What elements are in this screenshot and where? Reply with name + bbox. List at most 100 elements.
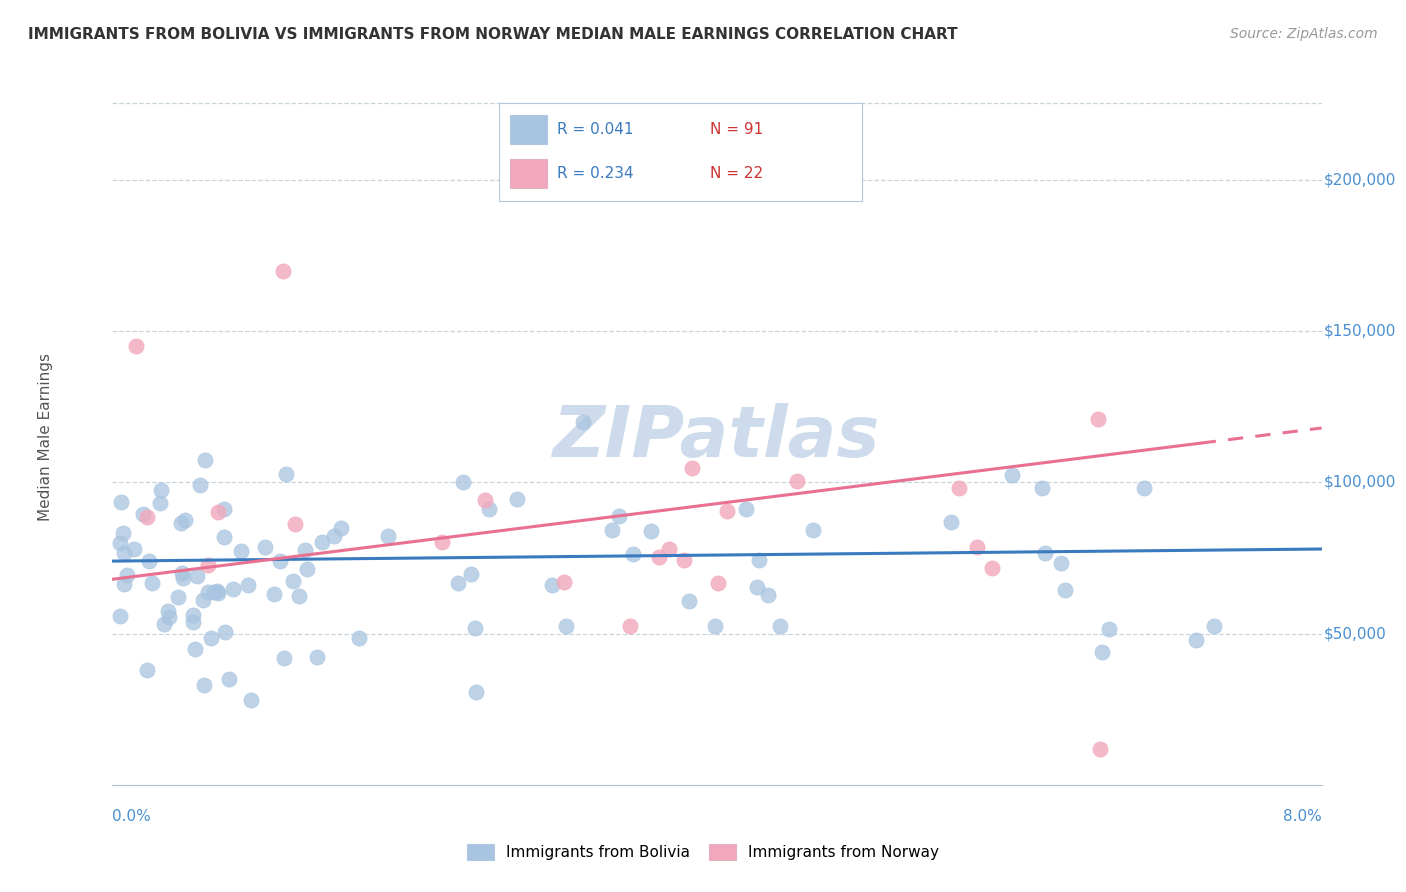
- Point: [186, 569, 208, 583]
- Point: [194, 452, 217, 467]
- Point: [131, 507, 153, 521]
- Point: [678, 594, 700, 608]
- Point: [149, 496, 172, 510]
- Point: [460, 566, 482, 581]
- Point: [748, 553, 770, 567]
- Point: [157, 604, 180, 618]
- Point: [322, 529, 344, 543]
- Point: [647, 549, 669, 564]
- Point: [453, 475, 475, 489]
- Text: 0.0%: 0.0%: [112, 809, 152, 823]
- Text: Source: ZipAtlas.com: Source: ZipAtlas.com: [1230, 27, 1378, 41]
- Point: [181, 615, 204, 629]
- Point: [238, 578, 260, 592]
- Point: [193, 593, 215, 607]
- Point: [786, 474, 808, 488]
- Point: [1001, 467, 1024, 482]
- Point: [681, 461, 703, 475]
- Point: [115, 567, 138, 582]
- Point: [214, 502, 236, 516]
- Point: [136, 509, 159, 524]
- Point: [948, 481, 970, 495]
- Point: [619, 619, 641, 633]
- Point: [274, 467, 297, 482]
- Point: [966, 541, 988, 555]
- Point: [197, 584, 219, 599]
- Point: [330, 521, 353, 535]
- Point: [167, 590, 190, 604]
- Point: [263, 587, 285, 601]
- Point: [269, 554, 291, 568]
- Point: [506, 491, 529, 506]
- Point: [193, 678, 215, 692]
- Point: [229, 544, 252, 558]
- Point: [188, 478, 211, 492]
- Point: [716, 504, 738, 518]
- Point: [554, 618, 576, 632]
- Text: $100,000: $100,000: [1324, 475, 1396, 490]
- Point: [1097, 622, 1119, 636]
- Point: [981, 561, 1004, 575]
- Point: [112, 546, 135, 560]
- Point: [377, 529, 399, 543]
- Point: [571, 415, 593, 429]
- Point: [204, 585, 226, 599]
- Point: [464, 621, 486, 635]
- Point: [273, 651, 295, 665]
- Point: [114, 577, 136, 591]
- Point: [141, 575, 163, 590]
- Point: [541, 578, 564, 592]
- Point: [170, 516, 193, 530]
- Point: [941, 516, 963, 530]
- Point: [281, 574, 304, 588]
- Point: [1204, 619, 1226, 633]
- Point: [214, 530, 236, 544]
- Point: [153, 617, 176, 632]
- Point: [432, 535, 454, 549]
- Point: [464, 685, 486, 699]
- Point: [478, 501, 501, 516]
- Point: [474, 493, 496, 508]
- Point: [640, 524, 662, 538]
- Point: [1133, 481, 1156, 495]
- Point: [214, 624, 236, 639]
- Text: ZIPatlas: ZIPatlas: [554, 402, 880, 472]
- Point: [122, 541, 145, 556]
- Point: [553, 575, 575, 590]
- Point: [311, 535, 333, 549]
- Point: [607, 509, 630, 524]
- Point: [218, 672, 240, 686]
- Point: [172, 571, 194, 585]
- Point: [1050, 557, 1073, 571]
- Point: [1091, 645, 1114, 659]
- Point: [183, 607, 205, 622]
- Point: [447, 575, 470, 590]
- Point: [1054, 583, 1077, 598]
- Point: [138, 553, 160, 567]
- Text: $200,000: $200,000: [1324, 172, 1396, 187]
- Point: [305, 650, 328, 665]
- Point: [734, 501, 756, 516]
- Point: [136, 663, 159, 677]
- Point: [294, 542, 316, 557]
- Point: [240, 693, 263, 707]
- Point: [197, 558, 219, 573]
- Point: [704, 619, 727, 633]
- Point: [125, 339, 148, 353]
- Point: [756, 588, 779, 602]
- Point: [184, 641, 207, 656]
- Text: Median Male Earnings: Median Male Earnings: [38, 353, 53, 521]
- Text: $50,000: $50,000: [1324, 626, 1386, 641]
- Point: [172, 566, 194, 581]
- Point: [200, 631, 222, 645]
- Point: [623, 547, 645, 561]
- Point: [673, 552, 696, 566]
- Text: IMMIGRANTS FROM BOLIVIA VS IMMIGRANTS FROM NORWAY MEDIAN MALE EARNINGS CORRELATI: IMMIGRANTS FROM BOLIVIA VS IMMIGRANTS FR…: [28, 27, 957, 42]
- Text: 8.0%: 8.0%: [1282, 809, 1322, 823]
- Point: [1087, 411, 1109, 425]
- Point: [801, 523, 824, 537]
- Point: [1031, 482, 1053, 496]
- Point: [150, 483, 173, 497]
- Point: [347, 631, 370, 645]
- Point: [108, 536, 131, 550]
